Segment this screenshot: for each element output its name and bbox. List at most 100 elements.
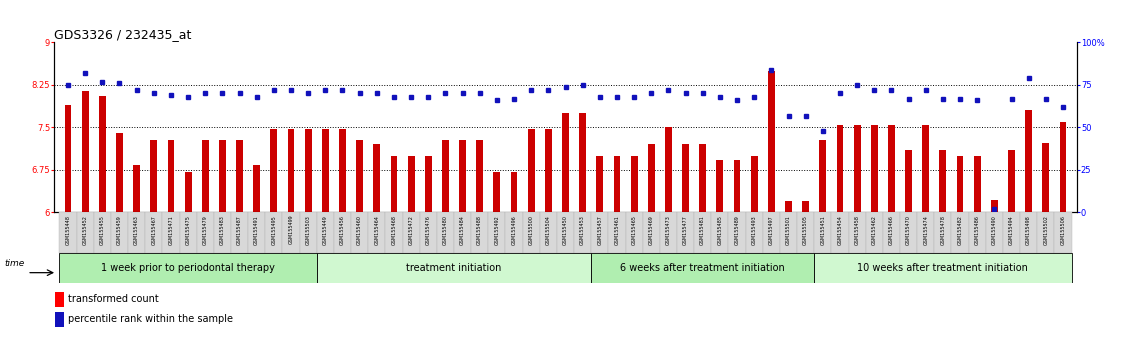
Bar xyxy=(837,125,844,212)
Text: GSM155449: GSM155449 xyxy=(322,215,328,245)
Bar xyxy=(386,212,403,253)
Bar xyxy=(145,212,163,253)
Bar xyxy=(472,212,489,253)
Bar xyxy=(677,212,694,253)
Text: GSM155497: GSM155497 xyxy=(769,215,774,245)
Text: GSM155473: GSM155473 xyxy=(666,215,671,245)
Text: GSM155489: GSM155489 xyxy=(734,215,740,245)
Text: GSM155500: GSM155500 xyxy=(528,215,534,245)
Bar xyxy=(1037,212,1054,253)
Text: GSM155475: GSM155475 xyxy=(185,215,191,245)
Bar xyxy=(489,212,506,253)
Bar xyxy=(454,212,472,253)
Bar xyxy=(699,144,706,212)
Bar xyxy=(631,156,638,212)
Text: GSM155485: GSM155485 xyxy=(717,215,723,245)
Bar xyxy=(922,125,930,212)
Bar xyxy=(407,156,415,212)
Bar xyxy=(55,292,63,307)
Bar xyxy=(716,160,724,212)
Text: GSM155470: GSM155470 xyxy=(906,215,912,245)
Bar xyxy=(373,144,380,212)
Bar xyxy=(871,125,878,212)
Bar xyxy=(711,212,728,253)
Bar xyxy=(116,133,123,212)
Bar xyxy=(128,212,145,253)
Bar xyxy=(369,212,386,253)
Text: GDS3326 / 232435_at: GDS3326 / 232435_at xyxy=(54,28,191,41)
Bar xyxy=(1025,110,1033,212)
Text: GSM155482: GSM155482 xyxy=(958,215,962,245)
Text: GSM155469: GSM155469 xyxy=(649,215,654,245)
Text: GSM155463: GSM155463 xyxy=(135,215,139,245)
Bar xyxy=(762,212,780,253)
Bar xyxy=(625,212,642,253)
Bar xyxy=(528,129,535,212)
Text: GSM155456: GSM155456 xyxy=(340,215,345,245)
Text: GSM155455: GSM155455 xyxy=(100,215,105,245)
Bar xyxy=(214,212,231,253)
Bar xyxy=(1020,212,1037,253)
Bar xyxy=(283,212,300,253)
Bar xyxy=(437,212,454,253)
Text: GSM155495: GSM155495 xyxy=(271,215,276,245)
Bar xyxy=(797,212,814,253)
Text: percentile rank within the sample: percentile rank within the sample xyxy=(68,314,233,325)
Text: GSM155479: GSM155479 xyxy=(202,215,208,245)
Bar xyxy=(523,212,539,253)
Text: GSM155464: GSM155464 xyxy=(374,215,379,245)
Text: 6 weeks after treatment initiation: 6 weeks after treatment initiation xyxy=(621,263,785,273)
Bar xyxy=(60,212,77,253)
Text: GSM155483: GSM155483 xyxy=(219,215,225,245)
Bar xyxy=(592,253,814,283)
Text: GSM155462: GSM155462 xyxy=(872,215,877,245)
Text: GSM155503: GSM155503 xyxy=(305,215,311,245)
Text: GSM155468: GSM155468 xyxy=(391,215,397,245)
Text: GSM155472: GSM155472 xyxy=(408,215,414,245)
Bar xyxy=(266,212,283,253)
Bar xyxy=(253,165,260,212)
Text: GSM155460: GSM155460 xyxy=(357,215,362,245)
Bar xyxy=(659,212,677,253)
Bar xyxy=(900,212,917,253)
Text: GSM155453: GSM155453 xyxy=(580,215,585,245)
Bar xyxy=(180,212,197,253)
Bar xyxy=(883,212,900,253)
Bar xyxy=(905,150,912,212)
Bar xyxy=(150,140,157,212)
Text: GSM155491: GSM155491 xyxy=(254,215,259,245)
Bar xyxy=(111,212,128,253)
Bar xyxy=(322,129,329,212)
Bar xyxy=(642,212,659,253)
Bar xyxy=(1043,143,1050,212)
Bar xyxy=(865,212,883,253)
Bar xyxy=(60,253,317,283)
Text: GSM155492: GSM155492 xyxy=(494,215,500,245)
Text: GSM155488: GSM155488 xyxy=(477,215,482,245)
Bar xyxy=(917,212,934,253)
Bar xyxy=(694,212,711,253)
Bar xyxy=(64,105,71,212)
Bar xyxy=(751,156,758,212)
Bar xyxy=(55,312,63,327)
Bar xyxy=(1060,122,1067,212)
Bar xyxy=(236,140,243,212)
Bar xyxy=(197,212,214,253)
Bar xyxy=(745,212,762,253)
Bar xyxy=(219,140,226,212)
Text: GSM155471: GSM155471 xyxy=(169,215,173,245)
Text: GSM155494: GSM155494 xyxy=(1009,215,1015,245)
Bar xyxy=(304,129,312,212)
Bar xyxy=(476,140,483,212)
Bar xyxy=(317,212,334,253)
Bar xyxy=(848,212,865,253)
Text: transformed count: transformed count xyxy=(68,295,158,304)
Bar xyxy=(951,212,968,253)
Text: GSM155474: GSM155474 xyxy=(923,215,929,245)
Text: GSM155481: GSM155481 xyxy=(700,215,706,245)
Bar xyxy=(1054,212,1071,253)
Bar xyxy=(556,212,575,253)
Text: 1 week prior to periodontal therapy: 1 week prior to periodontal therapy xyxy=(101,263,275,273)
Bar xyxy=(986,212,1003,253)
Text: GSM155451: GSM155451 xyxy=(820,215,826,245)
